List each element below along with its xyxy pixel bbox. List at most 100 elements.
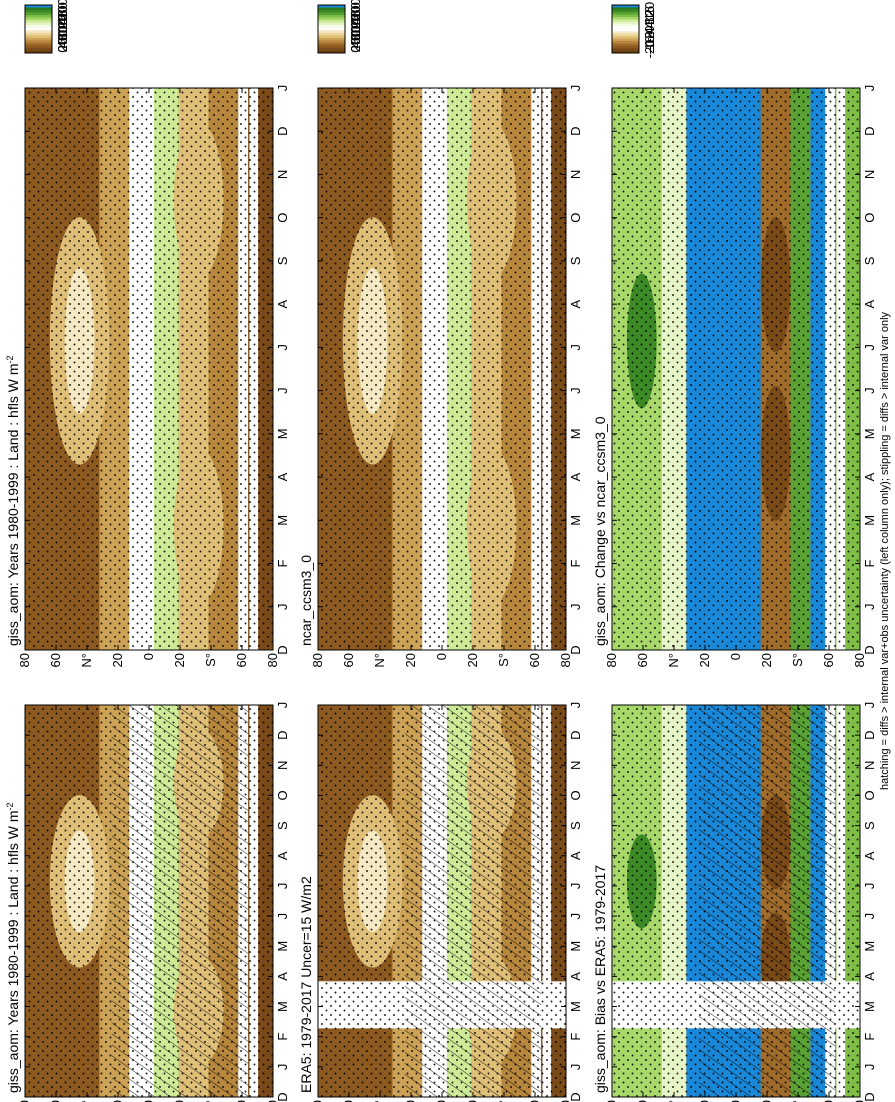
- y-tick-label: 80: [558, 653, 573, 667]
- y-tick-label: 60: [527, 653, 542, 667]
- colorbar-cell: [318, 27, 345, 31]
- colorbar-cell: [318, 20, 345, 24]
- y-tick-label: 80: [265, 1100, 280, 1102]
- y-tick-label: 0: [141, 1100, 156, 1102]
- colorbar-cell: [25, 47, 52, 51]
- colorbar-cell: [318, 50, 345, 54]
- x-tick-label: J: [275, 604, 290, 611]
- x-tick-label: S: [275, 821, 290, 830]
- colorbar-label: -8: [642, 31, 657, 43]
- colorbar-label: 180: [55, 2, 70, 24]
- colorbar-label: 16: [642, 6, 657, 20]
- y-tick-label: 80: [558, 1100, 573, 1102]
- colorbar-label: 0: [348, 45, 363, 52]
- colorbar-label: 160: [55, 6, 70, 28]
- colorbar-cell: [318, 17, 345, 21]
- x-tick-label: J: [862, 883, 877, 890]
- x-tick-label: J: [568, 913, 583, 920]
- colorbar-cell: [25, 25, 52, 29]
- colorbar-label: 20: [348, 38, 363, 52]
- colorbar-cell: [612, 5, 639, 8]
- x-tick-label: A: [862, 299, 877, 308]
- x-tick-label: J: [862, 913, 877, 920]
- panel-title: giss_aom: Bias vs ERA5: 1979-2017: [592, 865, 608, 1093]
- colorbar-cell: [25, 42, 52, 46]
- colorbar-cell: [612, 29, 639, 32]
- y-tick-label: 60: [341, 653, 356, 667]
- colorbar-cell: [25, 5, 52, 9]
- colorbar-cell: [612, 31, 639, 35]
- colorbar-label: 0: [55, 45, 70, 52]
- colorbar-cell: [25, 37, 52, 41]
- x-tick-label: D: [568, 127, 583, 136]
- x-tick-label: M: [275, 941, 290, 952]
- colorbar-label: -16: [642, 36, 657, 55]
- footer-note: hatching = diffs > internal var+obs unce…: [879, 311, 891, 790]
- colorbar-cell: [318, 47, 345, 51]
- colorbar-cell: [318, 22, 345, 26]
- colorbar-cell: [318, 15, 345, 19]
- y-tick-label: 20: [172, 1100, 187, 1102]
- x-tick-label: D: [862, 127, 877, 136]
- panel-title: giss_aom: Years 1980-1999 : Land : hfls …: [5, 355, 21, 646]
- colorbar-cell: [25, 45, 52, 49]
- y-tick-label: N°: [372, 1100, 387, 1102]
- x-tick-label: M: [568, 515, 583, 526]
- colorbar-cell: [612, 19, 639, 23]
- x-tick-label: M: [568, 941, 583, 952]
- x-tick-label: N: [862, 170, 877, 179]
- colorbar-label: -20: [642, 40, 657, 59]
- x-tick-label: S: [568, 821, 583, 830]
- x-tick-label: A: [862, 972, 877, 981]
- x-tick-label: S: [862, 821, 877, 830]
- x-tick-label: J: [862, 344, 877, 351]
- x-tick-label: D: [275, 730, 290, 739]
- y-tick-label: 20: [465, 1100, 480, 1102]
- colorbar-cell: [318, 37, 345, 41]
- colorbar-cell: [612, 14, 639, 18]
- colorbar-label: 20: [55, 38, 70, 52]
- colorbar-label: 60: [55, 30, 70, 44]
- y-tick-label: 20: [759, 653, 774, 667]
- y-tick-label: S°: [790, 1100, 805, 1102]
- x-tick-label: J: [568, 344, 583, 351]
- y-tick-label: 60: [48, 1100, 63, 1102]
- y-tick-label: 60: [821, 653, 836, 667]
- colorbar-frame: [611, 4, 640, 54]
- x-tick-label: A: [275, 299, 290, 308]
- colorbar-label: 4: [642, 21, 657, 28]
- x-tick-label: M: [862, 428, 877, 439]
- colorbar-cell: [612, 41, 639, 44]
- x-tick-label: F: [862, 1033, 877, 1041]
- y-tick-label: 20: [172, 653, 187, 667]
- x-tick-label: F: [568, 1033, 583, 1041]
- x-tick-label: J: [568, 702, 583, 709]
- colorbar-cell: [612, 48, 639, 52]
- colorbar-label: 80: [348, 26, 363, 40]
- y-tick-label: 60: [821, 1100, 836, 1102]
- x-tick-label: A: [275, 851, 290, 860]
- x-tick-label: S: [862, 256, 877, 265]
- colorbar-cell: [25, 35, 52, 39]
- x-tick-label: F: [275, 1033, 290, 1041]
- x-tick-label: M: [862, 515, 877, 526]
- x-tick-label: D: [568, 1092, 583, 1101]
- colorbar-cell: [612, 9, 639, 13]
- y-tick-label: 80: [604, 653, 619, 667]
- x-tick-label: O: [862, 213, 877, 223]
- x-tick-label: D: [275, 127, 290, 136]
- x-tick-label: J: [568, 883, 583, 890]
- colorbar-cell: [25, 17, 52, 21]
- colorbar-cell: [25, 27, 52, 31]
- colorbar-cell: [612, 45, 639, 49]
- x-tick-label: J: [275, 344, 290, 351]
- colorbar-cell: [612, 21, 639, 25]
- colorbar-cell: [25, 15, 52, 19]
- y-tick-label: 80: [852, 653, 867, 667]
- colorbar-label: 140: [55, 10, 70, 32]
- colorbar-label: 180: [348, 2, 363, 24]
- stippling-overlay: [25, 88, 273, 650]
- colorbar-cell: [25, 7, 52, 11]
- y-tick-label: 60: [527, 1100, 542, 1102]
- y-tick-label: 20: [403, 1100, 418, 1102]
